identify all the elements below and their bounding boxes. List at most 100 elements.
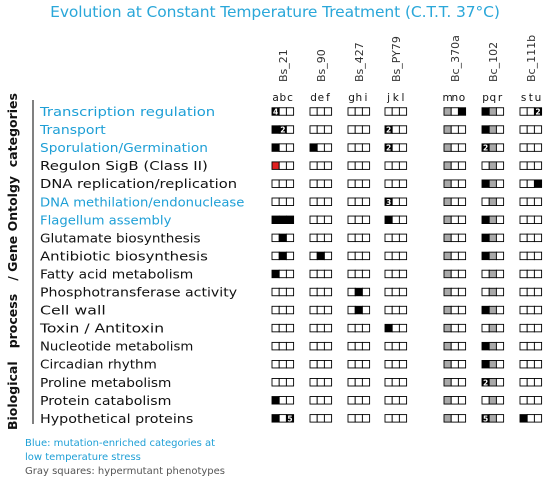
- cell-g: [347, 396, 356, 405]
- cell-o: [457, 197, 467, 206]
- cell-e: [316, 269, 325, 279]
- cell-o: [457, 125, 467, 134]
- cell-b: [278, 396, 287, 405]
- cell-b: [278, 233, 287, 243]
- category-label: Fatty acid metabolism: [40, 266, 193, 281]
- cell-l: [398, 161, 408, 170]
- cell-f: [323, 179, 333, 188]
- cell-u: [533, 161, 543, 170]
- cell-n: [450, 125, 459, 134]
- cell-p: [481, 161, 490, 170]
- sample-letter-d: d: [310, 92, 317, 104]
- cell-g: [347, 414, 356, 423]
- cell-m: [443, 269, 452, 279]
- cell-k: [391, 197, 400, 206]
- cell-m: [443, 323, 452, 333]
- cell-r: [495, 143, 505, 152]
- cell-p: [481, 269, 490, 279]
- cell-l: [398, 269, 408, 279]
- cell-a: [271, 305, 280, 315]
- cell-q: [488, 305, 497, 315]
- cell-r: [495, 341, 505, 351]
- cell-m: [443, 305, 452, 315]
- cell-b: [278, 360, 287, 369]
- cell-c: [285, 107, 295, 116]
- count-label: 5: [287, 414, 292, 423]
- cell-t: [526, 414, 535, 423]
- cell-n: [450, 323, 459, 333]
- category-label: Circadian rhythm: [40, 357, 157, 372]
- cell-o: [457, 396, 467, 405]
- cell-k: [391, 414, 400, 423]
- cell-f: [323, 269, 333, 279]
- cell-h: [354, 305, 363, 315]
- sample-letter-c: c: [287, 92, 293, 104]
- cell-b: [278, 269, 287, 279]
- cell-g: [347, 197, 356, 206]
- cell-e: [316, 305, 325, 315]
- cell-g: [347, 305, 356, 315]
- cell-j: [384, 161, 393, 170]
- sample-letter-k: k: [393, 92, 400, 104]
- figure-title: Evolution at Constant Temperature Treatm…: [50, 3, 500, 21]
- sample-letter-r: r: [498, 92, 503, 104]
- cell-i: [361, 143, 371, 152]
- cell-l: [398, 323, 408, 333]
- strain-label-bc-111b: Bc_111b: [525, 35, 538, 82]
- cell-l: [398, 197, 408, 206]
- cell-q: [488, 341, 497, 351]
- cell-s: [519, 161, 528, 170]
- cell-d: [309, 341, 318, 351]
- cell-j: [384, 341, 393, 351]
- strain-label-bs-py79: Bs_PY79: [390, 36, 403, 82]
- cell-n: [450, 287, 459, 297]
- cell-f: [323, 233, 333, 243]
- cell-g: [347, 360, 356, 369]
- cell-f: [323, 161, 333, 170]
- cell-k: [391, 305, 400, 315]
- count-label: 2: [483, 378, 488, 387]
- cell-b: [278, 143, 287, 152]
- cell-p: [481, 287, 490, 297]
- cell-h: [354, 378, 363, 387]
- cell-g: [347, 287, 356, 297]
- cell-o: [457, 107, 467, 116]
- cell-d: [309, 378, 318, 387]
- count-label: 2: [535, 108, 540, 117]
- cell-t: [526, 179, 535, 188]
- cell-o: [457, 215, 467, 225]
- cell-i: [361, 305, 371, 315]
- cell-j: [384, 360, 393, 369]
- cell-s: [519, 197, 528, 206]
- sample-letter-s: s: [521, 92, 526, 104]
- cell-m: [443, 360, 452, 369]
- cell-q: [488, 360, 497, 369]
- cell-s: [519, 143, 528, 152]
- cell-k: [391, 251, 400, 261]
- cell-r: [495, 215, 505, 225]
- cell-d: [309, 323, 318, 333]
- cell-k: [391, 378, 400, 387]
- cell-u: [533, 287, 543, 297]
- cell-e: [316, 287, 325, 297]
- cell-d: [309, 360, 318, 369]
- cell-k: [391, 233, 400, 243]
- cell-l: [398, 341, 408, 351]
- cell-a: [271, 197, 280, 206]
- cell-u: [533, 341, 543, 351]
- cell-p: [481, 233, 490, 243]
- cell-r: [495, 107, 505, 116]
- cell-a: [271, 161, 280, 170]
- cell-n: [450, 414, 459, 423]
- cell-h: [354, 161, 363, 170]
- cell-f: [323, 414, 333, 423]
- cell-h: [354, 233, 363, 243]
- cell-g: [347, 125, 356, 134]
- cell-k: [391, 143, 400, 152]
- cell-o: [457, 269, 467, 279]
- cell-i: [361, 414, 371, 423]
- cell-g: [347, 215, 356, 225]
- cell-f: [323, 107, 333, 116]
- cell-r: [495, 233, 505, 243]
